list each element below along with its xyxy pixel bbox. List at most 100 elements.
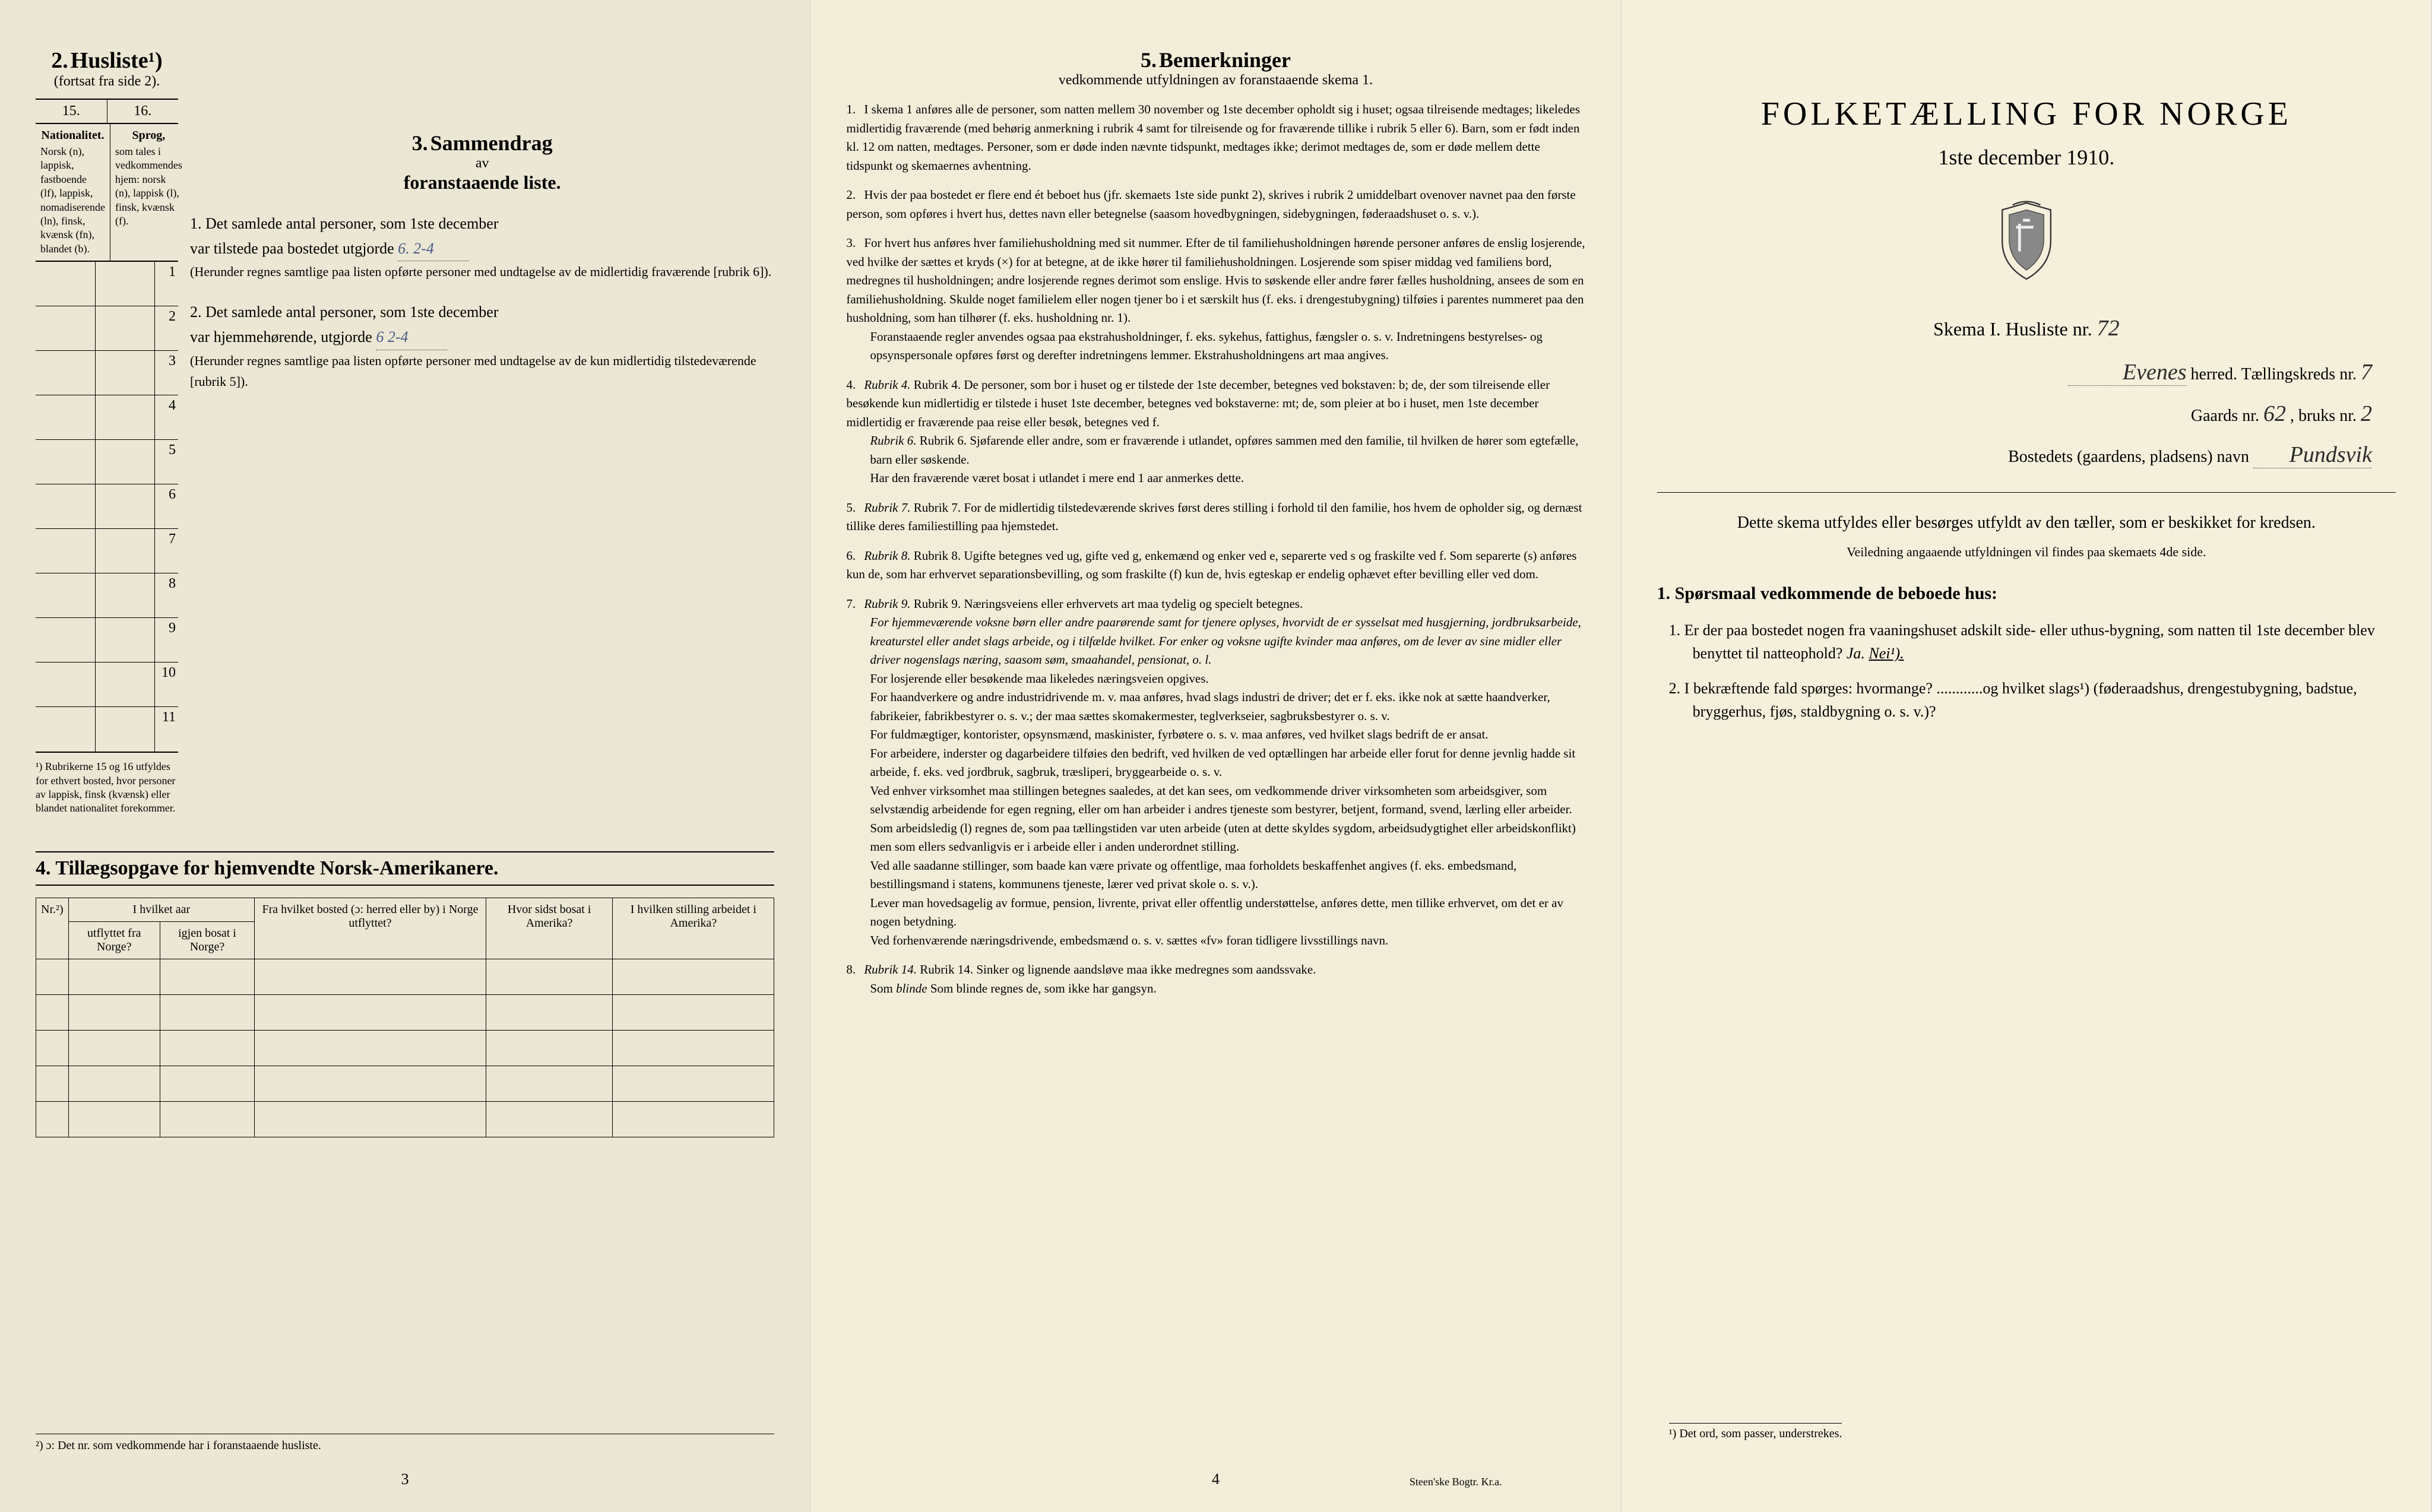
item-7-b6: Ved enhver virksomhet maa stillingen bet… (870, 782, 1585, 819)
item-7-b10: Ved forhenværende næringsdrivende, embed… (870, 931, 1585, 950)
item-4-extra2: Har den fraværende været bosat i utlande… (870, 469, 1585, 488)
table-row (36, 994, 774, 1030)
table-row: 11 (36, 707, 178, 752)
item-6: 6.Rubrik 8. Rubrik 8. Ugifte betegnes ve… (846, 547, 1585, 584)
table-row (36, 1066, 774, 1101)
column-header-row: 15. 16. (36, 99, 178, 124)
th-stilling: I hvilken stilling arbeidet i Amerika? (613, 898, 774, 959)
table-row (36, 959, 774, 994)
table-row (36, 1101, 774, 1137)
item-7-b4: For fuldmægtiger, kontorister, opsynsmæn… (870, 725, 1585, 744)
herred-value: Evenes (2068, 359, 2187, 386)
item-8-extra: Som blinde Som blinde regnes de, som ikk… (870, 980, 1585, 999)
section-5-sub: vedkommende utfyldningen av foranstaaend… (1059, 72, 1373, 88)
table-row: 3 (36, 351, 178, 395)
continued-label: (fortsat fra side 2). (54, 74, 160, 89)
item-3: 3.For hvert hus anføres hver familiehush… (846, 234, 1585, 365)
husliste-num: 2. (51, 48, 68, 73)
nationality-col: Nationalitet. Norsk (n), lappisk, fastbo… (36, 124, 110, 261)
divider (1657, 492, 2396, 493)
shield-icon (1991, 199, 2062, 283)
gaards-nr: 62 (2263, 401, 2286, 426)
section-3-title: 3. Sammendrag av foranstaaende liste. (190, 131, 774, 194)
table-row: 1 (36, 262, 178, 306)
p2-value: 6 2-4 (376, 325, 447, 350)
nat-title: Nationalitet. (40, 129, 105, 142)
veiledning-text: Veiledning angaaende utfyldningen vil fi… (1657, 544, 2396, 560)
table-footnote: ¹) Rubrikerne 15 og 16 utfyldes for ethv… (36, 760, 178, 816)
item-4: 4.Rubrik 4. Rubrik 4. De personer, som b… (846, 376, 1585, 488)
item-7-b2: For losjerende eller besøkende maa likel… (870, 670, 1585, 689)
skema-label: Skema I. Husliste nr. (1933, 318, 2092, 340)
nat-text: Norsk (n), lappisk, fastboende (lf), lap… (40, 145, 105, 256)
p2-note: (Herunder regnes samtlige paa listen opf… (190, 350, 774, 392)
th-utflyttet: utflyttet fra Norge? (68, 921, 160, 959)
page-3-title: FOLKETÆLLING FOR NORGE 1ste december 191… (1622, 0, 2432, 1512)
table-row: 5 (36, 440, 178, 484)
ja-option: Ja. (1847, 645, 1865, 662)
para-1: 1. Det samlede antal personer, som 1ste … (190, 211, 774, 282)
table-row: 7 (36, 529, 178, 573)
section-3-name: Sammendrag (430, 131, 553, 155)
item-2: 2.Hvis der paa bostedet er flere end ét … (846, 186, 1585, 223)
section-5-body: 1.I skema 1 anføres alle de personer, so… (846, 100, 1585, 998)
table-row: 4 (36, 395, 178, 440)
item-1: 1.I skema 1 anføres alle de personer, so… (846, 100, 1585, 175)
bruks-nr: 2 (2361, 401, 2372, 426)
item-7: 7.Rubrik 9. Rubrik 9. Næringsveiens elle… (846, 595, 1585, 950)
section-4-tillaeg: 4. Tillægsopgave for hjemvendte Norsk-Am… (36, 851, 774, 1137)
item-8: 8.Rubrik 14. Rubrik 14. Sinker og lignen… (846, 961, 1585, 998)
question-2: 2. I bekræftende fald spørges: hvormange… (1657, 677, 2396, 723)
item-7-b7: Som arbeidsledig (l) regnes de, som paa … (870, 819, 1585, 857)
table-row: 8 (36, 573, 178, 618)
col-15-header: 15. (36, 100, 107, 123)
table-row: 10 (36, 663, 178, 707)
item-4-extra1: Rubrik 6. Rubrik 6. Sjøfarende eller and… (870, 432, 1585, 469)
table-row: 2 (36, 306, 178, 351)
p1-value: 6. 2-4 (398, 236, 469, 262)
section-3-sammendrag: 3. Sammendrag av foranstaaende liste. 1.… (190, 131, 774, 392)
section-5-title: Bemerkninger (1159, 48, 1291, 72)
item-7-body: For hjemmeværende voksne børn eller andr… (870, 613, 1585, 670)
skema-line: Skema I. Husliste nr. 72 (1657, 315, 2396, 341)
section-3-body: 1. Det samlede antal personer, som 1ste … (190, 211, 774, 392)
th-igjen: igjen bosat i Norge? (160, 921, 254, 959)
subtitle: 1ste december 1910. (1657, 145, 2396, 170)
p2-text: var hjemmehørende, utgjorde (190, 328, 372, 345)
kreds-nr: 7 (2361, 360, 2372, 385)
th-bosted: Fra hvilket bosted (ɔ: herred eller by) … (255, 898, 486, 959)
amerika-table: Nr.²) I hvilket aar Fra hvilket bosted (… (36, 898, 774, 1137)
th-amerika: Hvor sidst bosat i Amerika? (486, 898, 613, 959)
item-7-b5: For arbeidere, inderster og dagarbeidere… (870, 744, 1585, 782)
herred-line: Evenes herred. Tællingskreds nr. 7 (1657, 359, 2396, 386)
section-5-num: 5. (1141, 48, 1157, 72)
page-2-bemerkninger: 5. Bemerkninger vedkommende utfyldningen… (810, 0, 1621, 1512)
p2-line: var hjemmehørende, utgjorde 6 2-4 (190, 325, 774, 350)
table-row: 6 (36, 484, 178, 529)
section-3-av: av (476, 156, 489, 171)
instruction-text: Dette skema utfyldes eller besørges utfy… (1657, 511, 2396, 535)
p1-label: 1. Det samlede antal personer, som 1ste … (190, 211, 774, 236)
p1-line: var tilstede paa bostedet utgjorde 6. 2-… (190, 236, 774, 262)
coat-of-arms-icon (1657, 199, 2396, 286)
item-7-b9: Lever man hovedsagelig av formue, pensio… (870, 894, 1585, 931)
item-3-extra: Foranstaaende regler anvendes ogsaa paa … (870, 328, 1585, 365)
herred-label: herred. Tællingskreds nr. (2191, 365, 2357, 383)
table-rows: 1 2 3 4 5 6 7 8 9 10 11 (36, 262, 178, 753)
section-5-header: 5. Bemerkninger vedkommende utfyldningen… (846, 47, 1585, 88)
sprog-col: Sprog, som tales i vedkommendes hjem: no… (110, 124, 187, 261)
item-7-b3: For haandverkere og andre industridriven… (870, 688, 1585, 725)
th-nr: Nr.²) (36, 898, 69, 959)
p2-label: 2. Det samlede antal personer, som 1ste … (190, 300, 774, 325)
page-number: 3 (401, 1470, 409, 1488)
table-header-row: Nr.²) I hvilket aar Fra hvilket bosted (… (36, 898, 774, 921)
page-1-left: 2. Husliste¹) (fortsat fra side 2). 15. … (0, 0, 810, 1512)
gaards-label: Gaards nr. (2191, 407, 2259, 425)
table-row (36, 1030, 774, 1066)
bosted-value: Pundsvik (2253, 442, 2372, 468)
p1-text: var tilstede paa bostedet utgjorde (190, 240, 394, 257)
husliste-header: 2. Husliste¹) (fortsat fra side 2). (36, 47, 178, 90)
printer-mark: Steen'ske Bogtr. Kr.a. (1410, 1476, 1502, 1488)
page-number: 4 (1212, 1470, 1220, 1488)
section-4-title: 4. Tillægsopgave for hjemvendte Norsk-Am… (36, 851, 774, 886)
